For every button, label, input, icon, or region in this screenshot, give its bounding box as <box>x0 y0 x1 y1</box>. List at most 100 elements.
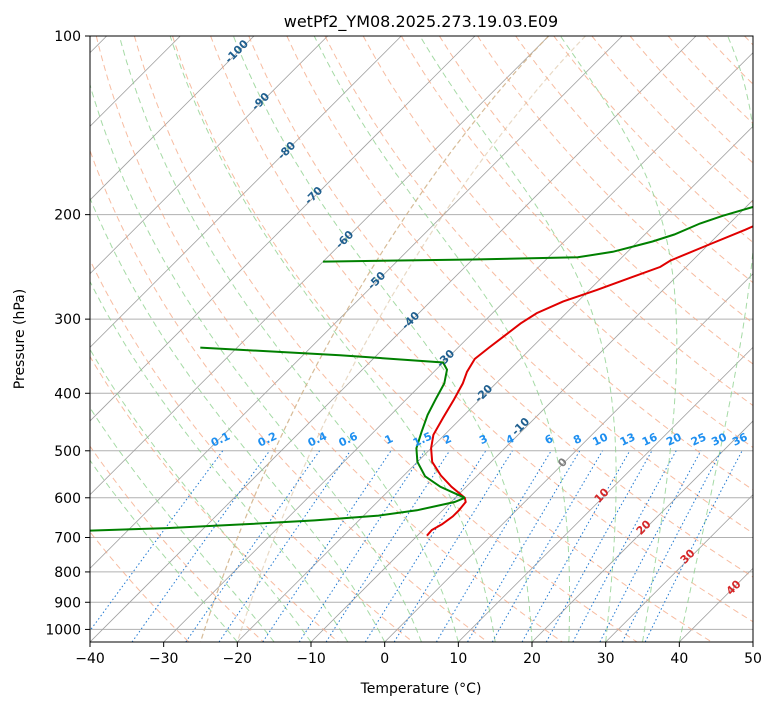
isotherm-line <box>310 199 753 642</box>
dry-adiabat-line <box>400 36 753 407</box>
moist-adiabat-label: 30 <box>678 546 698 566</box>
x-tick-label: −10 <box>296 651 326 667</box>
x-tick-label: −40 <box>75 651 105 667</box>
mixing-ratio-line <box>644 450 743 642</box>
moist-adiabat-label: 10 <box>592 485 612 505</box>
moist-adiabat-line <box>90 83 422 642</box>
dry-adiabat-label: -50 <box>365 269 388 292</box>
dewpoint-line <box>322 205 753 263</box>
isotherm-line <box>679 567 753 642</box>
y-tick-label: 500 <box>54 444 81 460</box>
dry-adiabat-line <box>591 36 753 204</box>
mixing-ratio-label: 13 <box>618 430 637 448</box>
dry-adiabat-label: -20 <box>472 382 495 405</box>
isotherm-line <box>90 36 623 569</box>
moist-adiabat-line <box>169 36 496 642</box>
mixing-ratio-label: 0.6 <box>337 429 360 449</box>
x-tick-label: 50 <box>744 651 762 667</box>
mixing-ratio-line <box>599 450 702 642</box>
mixing-ratio-label: 0.1 <box>209 430 232 450</box>
mixing-ratio-line <box>90 450 224 632</box>
isotherm-line <box>90 36 476 422</box>
mixing-ratio-label: 1 <box>383 432 395 447</box>
isotherm-line <box>237 125 753 642</box>
y-tick-label: 700 <box>54 531 81 547</box>
moist-adiabat-line <box>90 406 275 642</box>
dry-adiabat-line <box>172 36 712 642</box>
dry-adiabat-line <box>286 36 753 534</box>
mixing-ratio-label: 36 <box>730 430 750 448</box>
isotherm-line <box>90 36 402 348</box>
mixing-ratio-line <box>435 450 552 642</box>
y-tick-label: 900 <box>54 595 81 611</box>
moist-adiabat-line <box>678 36 753 642</box>
mixing-ratio-label: 2 <box>441 432 453 447</box>
moist-adiabat-line <box>90 197 386 642</box>
y-tick-label: 200 <box>54 208 81 224</box>
isotherm-line <box>90 36 255 201</box>
y-tick-label: 100 <box>54 29 81 45</box>
dewpoint-line <box>90 496 466 532</box>
moist-adiabat-line <box>90 348 312 642</box>
isotherm-line <box>90 36 549 496</box>
mixing-ratio-label: 25 <box>689 430 708 448</box>
isotherm-line <box>605 494 753 642</box>
moist-adiabat-label: 0 <box>555 455 570 470</box>
x-tick-label: 30 <box>597 651 615 667</box>
mixing-ratio-label: 20 <box>664 430 684 448</box>
dry-adiabat-label: -30 <box>434 347 457 370</box>
dry-adiabat-line <box>133 36 638 642</box>
plot-frame <box>89 35 754 643</box>
dry-adiabat-line <box>90 149 488 642</box>
x-tick-label: 10 <box>449 651 467 667</box>
dry-adiabat-line <box>362 36 753 449</box>
y-tick-label: 400 <box>54 386 81 402</box>
dry-adiabat-label: -70 <box>302 184 325 207</box>
dry-adiabat-line <box>438 36 753 365</box>
isotherm-line <box>384 273 753 642</box>
moist-adiabat-line <box>313 36 571 642</box>
x-tick-label: 40 <box>670 651 688 667</box>
mixing-ratio-label: 0.2 <box>256 430 279 450</box>
moist-adiabat-line <box>232 36 533 642</box>
dry-adiabat-line <box>705 36 753 85</box>
isotherm-line <box>90 36 328 275</box>
moist-adiabat-line <box>90 280 349 642</box>
temperature-line <box>426 225 753 537</box>
mixing-ratio-label: 30 <box>709 430 729 448</box>
moist-adiabat-line <box>559 36 678 642</box>
x-tick-label: −20 <box>223 651 253 667</box>
dewpoint-line <box>200 346 466 499</box>
dry-adiabat-line <box>324 36 753 491</box>
moist-adiabat-line <box>419 36 617 642</box>
mixing-ratio-line <box>262 450 392 642</box>
dry-adiabat-line <box>90 355 339 642</box>
mixing-ratio-label: 6 <box>543 432 556 447</box>
dry-adiabat-label: -10 <box>509 415 532 438</box>
dry-adiabat-line <box>744 36 753 46</box>
mixing-ratio-line <box>325 450 451 642</box>
x-tick-label: 20 <box>523 651 541 667</box>
tan-curve-line <box>199 36 550 642</box>
mixing-ratio-line <box>218 450 351 642</box>
x-tick-label: 0 <box>380 651 389 667</box>
mixing-ratio-line <box>364 450 487 642</box>
dry-adiabat-line <box>248 36 753 578</box>
mixing-ratio-label: 16 <box>640 430 660 448</box>
moist-adiabat-line <box>90 459 238 642</box>
x-tick-label: −30 <box>149 651 179 667</box>
x-axis-label: Temperature (°C) <box>360 681 482 697</box>
mixing-ratio-label: 0.4 <box>306 429 329 449</box>
y-tick-label: 300 <box>54 312 81 328</box>
dry-adiabat-line <box>90 259 414 642</box>
x-axis: −40 −30 −20 −10 0 10 20 30 40 50 <box>75 642 762 667</box>
dry-adiabat-line <box>477 36 753 324</box>
isotherm-line <box>458 346 753 642</box>
y-tick-label: 800 <box>54 565 81 581</box>
mixing-ratio-line <box>131 450 271 642</box>
moist-adiabat-label: 20 <box>634 517 654 537</box>
mixing-ratio-line <box>185 450 321 642</box>
isotherm-line <box>90 36 697 642</box>
mixing-ratio-line <box>298 450 426 642</box>
